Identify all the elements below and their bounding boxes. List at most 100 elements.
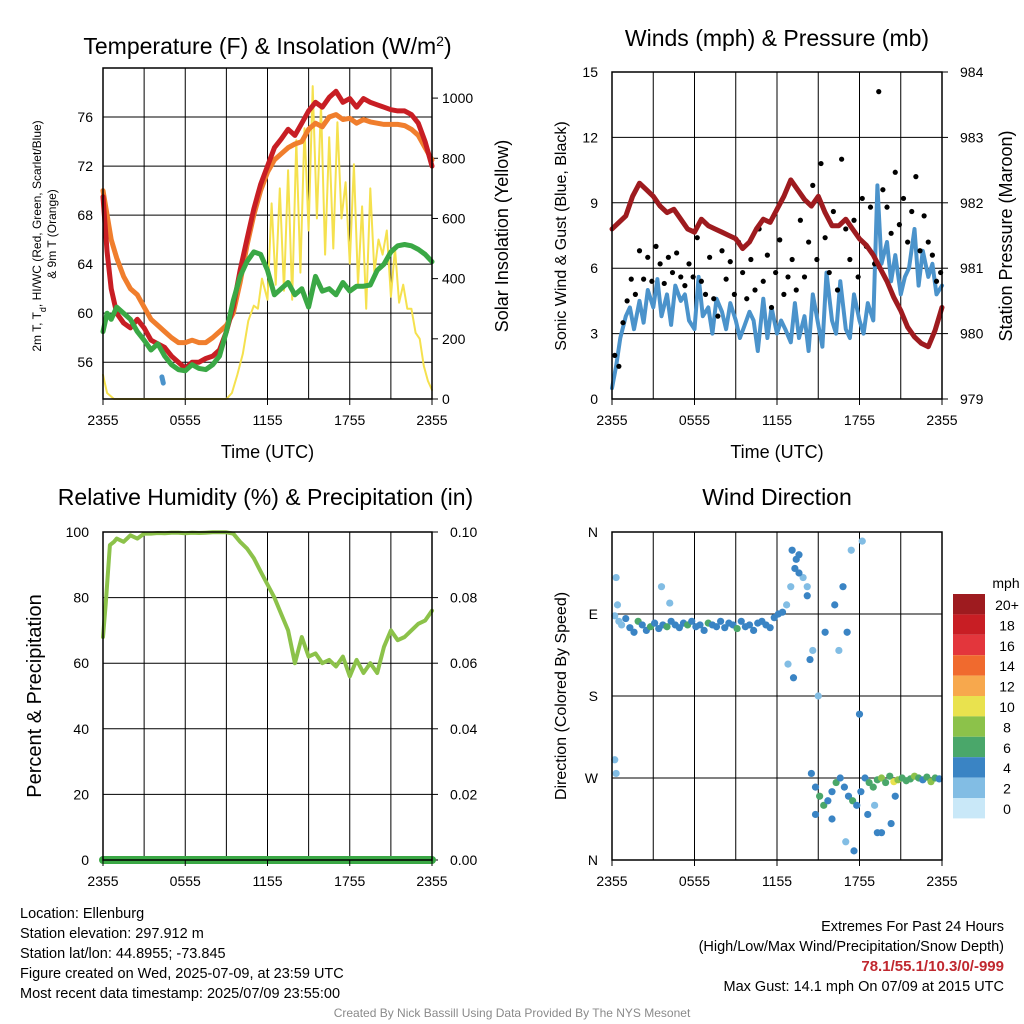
gust-point	[682, 283, 688, 289]
y2-tick-label: 0.04	[450, 721, 477, 737]
direction-point	[811, 783, 820, 791]
x-axis-label: Time (UTC)	[221, 442, 314, 462]
gust-point	[698, 278, 704, 284]
direction-point	[717, 617, 725, 625]
gust-point	[731, 291, 737, 297]
gust-point	[892, 169, 898, 175]
gust-point	[694, 235, 700, 241]
direction-point	[622, 614, 630, 623]
y2-tick-label: 600	[442, 210, 466, 226]
y-tick-label: 0	[81, 852, 89, 868]
gust-point	[760, 278, 766, 284]
legend-swatch	[953, 634, 985, 656]
y2-tick-label: 984	[960, 64, 984, 80]
gust-point	[773, 269, 779, 276]
direction-point	[795, 569, 803, 577]
direction-point	[611, 756, 619, 764]
y-axis-label: Direction (Colored By Speed)	[553, 592, 570, 800]
gust-point	[888, 230, 894, 236]
y2-tick-label: 800	[442, 150, 466, 166]
legend-label: 2	[1003, 781, 1011, 797]
gust-point	[826, 269, 832, 276]
gust-point	[884, 204, 890, 210]
direction-point	[688, 617, 696, 625]
created-text: Figure created on Wed, 2025-07-09, at 23…	[20, 966, 344, 982]
y-tick-label: 56	[77, 354, 93, 370]
direction-point	[809, 646, 817, 655]
x-tick-label: 2355	[596, 873, 627, 889]
direction-point	[843, 628, 851, 636]
pressure-line	[609, 177, 945, 350]
direction-point	[886, 772, 894, 780]
legend-swatch	[953, 655, 985, 676]
gust-point	[653, 243, 659, 249]
direction-point	[835, 646, 843, 655]
gust-point	[896, 222, 902, 228]
x-tick-label: 1155	[762, 412, 792, 428]
gust-point	[624, 298, 630, 304]
gust-point	[867, 204, 874, 210]
direction-point	[861, 774, 869, 782]
direction-point	[935, 775, 943, 783]
x-tick-label: 2355	[87, 412, 118, 428]
gust-point	[929, 252, 935, 258]
y-tick-label: 68	[77, 207, 93, 223]
x-tick-label: 1755	[844, 873, 875, 889]
legend-swatch	[953, 777, 985, 798]
legend-label: 14	[999, 658, 1015, 674]
legend-label: 10	[999, 699, 1015, 715]
direction-point	[855, 710, 864, 718]
x-axis-label: Time (UTC)	[730, 442, 823, 462]
gust-point	[649, 278, 655, 284]
temperature-series-line	[102, 85, 433, 400]
direction-point	[675, 624, 683, 632]
direction-point	[871, 801, 879, 809]
gust-point	[636, 248, 643, 254]
legend-swatch	[953, 798, 985, 819]
y-tick-label: 60	[73, 655, 89, 671]
chart-title: Winds (mph) & Pressure (mb)	[625, 25, 929, 51]
gust-point	[880, 187, 886, 193]
direction-point	[858, 537, 866, 545]
chart-panel-3: 0 20 40 60 80 100 0.00 0.02 0.04 0.06 0.08 0.10 2355…	[24, 484, 477, 889]
direction-point	[784, 660, 792, 668]
direction-point	[849, 797, 857, 805]
y2-tick-label: 200	[442, 331, 466, 347]
legend-label: 12	[999, 679, 1015, 695]
elevation-text: Station elevation: 297.912 m	[20, 926, 204, 942]
gust-point	[616, 363, 622, 369]
direction-point	[612, 573, 620, 582]
gust-point	[686, 261, 692, 267]
gust-point	[777, 237, 783, 243]
direction-point	[721, 624, 729, 632]
speed-legend: mph 20+ 18 16 14 12 10 8 6 4 2 0	[953, 575, 1020, 819]
gust-point	[628, 276, 634, 282]
gust-point	[632, 291, 638, 297]
y2-tick-label: 0	[442, 391, 450, 407]
gust-point	[814, 256, 820, 263]
y2-axis-label: Station Pressure (Maroon)	[996, 130, 1016, 341]
direction-point	[891, 792, 899, 800]
y-tick-label: E	[589, 606, 598, 622]
direction-point	[850, 847, 858, 855]
y-tick-label: S	[589, 688, 598, 704]
direction-point	[831, 601, 839, 609]
legend-label: 6	[1003, 740, 1011, 756]
gust-point	[839, 156, 845, 162]
x-tick-label: 2355	[416, 412, 447, 428]
legend-swatch	[953, 736, 985, 758]
gust-point	[719, 248, 725, 254]
gust-point	[859, 195, 865, 202]
x-tick-label: 0555	[679, 873, 710, 889]
y-tick-label: 100	[66, 524, 90, 540]
x-tick-label: 1755	[334, 873, 365, 889]
gust-point	[752, 287, 758, 293]
direction-point	[847, 546, 855, 554]
gust-point	[917, 248, 923, 254]
extremes-subtitle: (High/Low/Max Wind/Precipitation/Snow De…	[698, 939, 1004, 955]
legend-swatch	[953, 614, 985, 635]
legend-label: 8	[1003, 719, 1011, 735]
y-tick-label: 6	[590, 260, 598, 276]
gust-point	[715, 313, 721, 319]
legend-swatch	[953, 675, 985, 696]
